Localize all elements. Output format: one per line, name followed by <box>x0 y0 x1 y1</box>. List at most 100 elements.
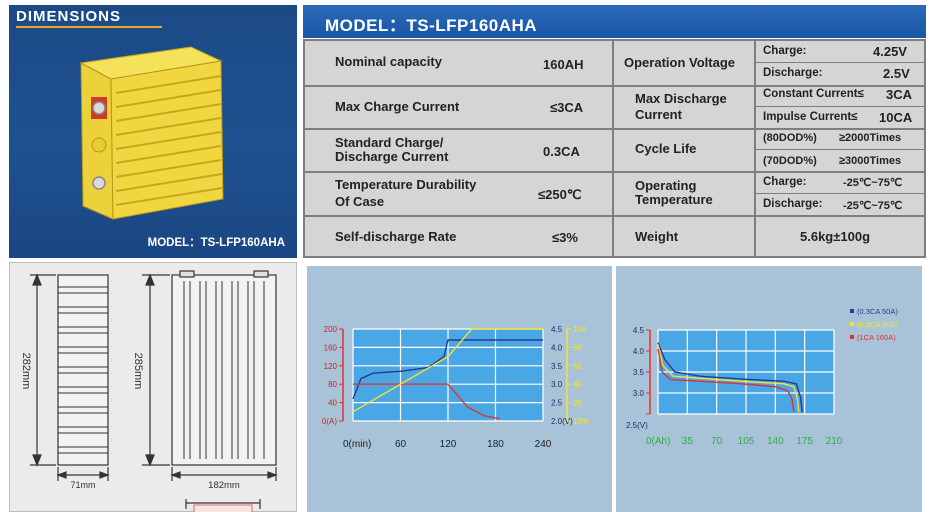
front-height-label: 285mm <box>132 353 144 390</box>
right-percent-tick-label: 100 <box>573 325 587 334</box>
voltage-discharge-label: Discharge: <box>763 67 823 79</box>
temp-charge-value: -25℃~75℃ <box>843 177 903 189</box>
voltage-charge-label: Charge: <box>763 45 807 57</box>
side-view-ribs <box>58 286 108 454</box>
left-tick-label: 160 <box>324 343 338 352</box>
right-percent-tick-label: 40 <box>573 380 582 389</box>
front-view-outline <box>171 274 277 466</box>
voltage-charge-value: 4.25V <box>873 44 907 59</box>
y-tick-label: 2.5(V) <box>626 421 648 430</box>
left-tick-label: 120 <box>324 362 338 371</box>
voltage-discharge-value: 2.5V <box>883 66 910 81</box>
operation-voltage-label: Operation Voltage <box>624 55 735 70</box>
right-voltage-tick-label: 3.5 <box>551 362 563 371</box>
divider-sub <box>754 193 924 194</box>
max-charge-current-value: ≤3CA <box>550 100 584 115</box>
right-voltage-tick-label: 2.5 <box>551 399 563 408</box>
dimensions-title: DIMENSIONS <box>16 8 122 25</box>
weight-value: 5.6kg±100g <box>800 229 871 244</box>
legend-swatch <box>850 322 854 326</box>
x-tick-label: 35 <box>682 436 694 447</box>
right-voltage-tick-label: 3.0 <box>551 380 563 389</box>
right-voltage-tick-label: 4.0 <box>551 343 563 352</box>
product-photo-panel: DIMENSIONS MODEL：TS-LFP160AHA <box>9 5 297 258</box>
divider-horizontal <box>305 171 924 173</box>
x-tick-label: 60 <box>395 439 407 450</box>
photo-model-caption: MODEL：TS-LFP160AHA <box>147 237 285 249</box>
spec-header-bar: MODEL：TS-LFP160AHA <box>303 5 926 38</box>
max-discharge-label-2: Current <box>635 107 682 122</box>
divider-sub <box>754 149 924 150</box>
temperature-durability-value: ≤250℃ <box>538 187 582 202</box>
divider-sub <box>754 62 924 63</box>
spec-table: Nominal capacity 160AH Max Charge Curren… <box>303 39 926 258</box>
model-title: MODEL：TS-LFP160AHA <box>325 16 538 35</box>
x-tick-label: 240 <box>535 439 552 450</box>
temperature-durability-label-1: Temperature Durability <box>335 177 477 192</box>
right-percent-tick-label: 20 <box>573 399 582 408</box>
x-tick-label: 120 <box>440 439 457 450</box>
y-tick-label: 4.0 <box>633 347 645 356</box>
right-percent-tick-label: 60 <box>573 362 582 371</box>
y-tick-label: 3.5 <box>633 368 645 377</box>
legend-label: (0.5CA 80A) <box>857 320 898 329</box>
divider-horizontal <box>305 215 924 217</box>
temp-discharge-label: Discharge: <box>763 198 823 210</box>
self-discharge-label: Self-discharge Rate <box>335 229 457 244</box>
cycle-row2-dod: (70DOD%) <box>763 155 817 167</box>
y-tick-label: 3.0 <box>633 389 645 398</box>
discharge-curve-svg: 4.5 4.0 3.5 3.0 2.5(V) 0(Ah) 35 70 105 140 175 210 (… <box>626 307 898 447</box>
impulse-current-value: 10CA <box>879 110 913 125</box>
max-charge-current-label: Max Charge Current <box>335 99 460 114</box>
operating-temperature-label-1: Operating <box>635 178 697 193</box>
series-line-0 <box>657 342 803 412</box>
cycle-row1-dod: (80DOD%) <box>763 132 817 144</box>
x-tick-label: 70 <box>711 436 723 447</box>
operating-temperature-label-2: Temperature <box>635 192 713 207</box>
divider-horizontal <box>305 85 924 87</box>
self-discharge-value: ≤3% <box>552 230 578 245</box>
legend-label: (0.3CA 50A) <box>857 307 898 316</box>
x-tick-label: 175 <box>796 436 813 447</box>
max-discharge-label-1: Max Discharge <box>635 91 727 106</box>
side-view-outline <box>57 274 109 466</box>
nominal-capacity-value: 160AH <box>543 57 584 72</box>
cycle-life-label: Cycle Life <box>635 141 697 156</box>
x-tick-label: 140 <box>767 436 784 447</box>
divider-sub <box>754 106 924 107</box>
temp-charge-label: Charge: <box>763 176 807 188</box>
y-tick-label: 4.5 <box>633 326 645 335</box>
right-percent-tick-label: 10% <box>573 417 589 426</box>
front-width-label: 182mm <box>208 480 240 491</box>
constant-current-value: 3CA <box>886 87 913 102</box>
series-line-current <box>353 383 500 420</box>
standard-charge-label-2: Discharge Current <box>335 149 449 164</box>
constant-current-label: Constant Current≤ <box>763 88 864 100</box>
dimension-drawing-panel: 282mm 285mm 71mm 182mm <box>9 262 297 512</box>
charts-area: 200 160 120 80 40 0(A) 4.5 4.0 3.5 3.0 2.5 2.0(V) 10… <box>303 262 926 512</box>
title-underline <box>16 26 162 28</box>
cycle-row2-value: ≥3000Times <box>839 155 902 167</box>
x-tick-label: 0(Ah) <box>646 436 670 447</box>
x-tick-label: 210 <box>826 436 843 447</box>
series-line-voltage <box>352 339 543 400</box>
series-line-1 <box>657 344 800 412</box>
legend-label: (1CA 160A) <box>857 333 896 342</box>
technical-drawing: 282mm 285mm 71mm 182mm <box>20 270 278 512</box>
battery-cell-image <box>79 46 224 220</box>
divider-vertical <box>754 41 756 256</box>
x-tick-label: 180 <box>487 439 504 450</box>
charge-curve-chart: 200 160 120 80 40 0(A) 4.5 4.0 3.5 3.0 2.5 2.0(V) 10… <box>307 266 612 512</box>
right-percent-tick-label: 80 <box>573 343 582 352</box>
nominal-capacity-label: Nominal capacity <box>335 54 442 69</box>
legend-swatch <box>850 309 854 313</box>
left-tick-label: 0(A) <box>322 417 337 426</box>
temp-discharge-value: -25℃~75℃ <box>843 200 903 212</box>
legend-swatch <box>850 335 854 339</box>
standard-charge-value: 0.3CA <box>543 144 580 159</box>
cycle-row1-value: ≥2000Times <box>839 132 902 144</box>
series-line-2 <box>657 348 795 412</box>
charge-curve-svg: 20016012080400(A)4.54.03.53.02.52.0(V)10… <box>322 325 589 450</box>
divider-vertical <box>612 41 614 256</box>
x-tick-label: 105 <box>738 436 755 447</box>
